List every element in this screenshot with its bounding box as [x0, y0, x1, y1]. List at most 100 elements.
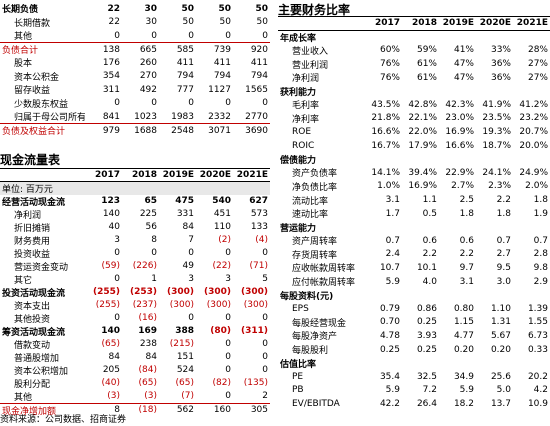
value-cell: 1.9	[533, 208, 548, 219]
row: 估值比率	[278, 356, 550, 370]
row: 营运资金变动 (59) (226) 49 (22) (71)	[0, 260, 270, 273]
value-cell: 1	[151, 274, 157, 285]
row-label: EV/EBITDA	[292, 398, 340, 409]
row-label: 财务费用	[14, 236, 51, 247]
value-cell: 2	[262, 391, 268, 402]
value-cell: 8	[151, 235, 157, 246]
value-cell: 794	[213, 71, 231, 82]
row-label: 营业收入	[292, 46, 329, 57]
value-cell: 4.78	[379, 330, 400, 341]
value-cell: 3	[114, 235, 120, 246]
value-cell: 2.9	[533, 276, 548, 287]
value-cell: 1.31	[490, 317, 511, 328]
value-cell: 41.9%	[482, 99, 511, 110]
value-cell: 1.10	[490, 303, 511, 314]
row: 年成长率	[278, 30, 550, 44]
value-cell: 160	[196, 402, 233, 417]
value-cell: 30	[145, 17, 157, 28]
row: ROIC 16.7% 17.9% 16.6% 18.7% 20.0%	[278, 139, 550, 153]
value-cell: 0	[225, 98, 231, 109]
row: 其他 (3) (3) (7) 0 2	[0, 390, 270, 404]
value-cell: 40	[108, 222, 120, 233]
row: 存货周转率 2.4 2.2 2.2 2.7 2.8	[278, 248, 550, 262]
value-cell: (255)	[92, 287, 120, 298]
row-label: ROE	[292, 127, 312, 138]
header-row: 2017 2018 2019E 2020E 2021E	[0, 168, 270, 182]
value-cell: 32.5	[416, 371, 437, 382]
source-note: 资料来源：公司数据、招商证券	[0, 415, 127, 425]
value-cell: 50	[181, 3, 194, 14]
header-cell: 2021E	[513, 16, 550, 31]
value-cell: 9.7	[459, 262, 474, 273]
header-cell: 2018	[402, 16, 439, 31]
header-cell: 2020E	[476, 16, 513, 31]
row: 每股股利 0.25 0.25 0.20 0.20 0.33	[278, 343, 550, 357]
value-cell: (300)	[166, 287, 194, 298]
value-cell: (59)	[101, 261, 120, 272]
value-cell: 42.3%	[445, 99, 474, 110]
value-cell: 777	[176, 84, 194, 95]
value-cell: (4)	[255, 235, 268, 246]
value-cell: 3.93	[416, 330, 437, 341]
row-label: 其他投资	[14, 314, 51, 325]
value-cell: 260	[139, 57, 157, 68]
value-cell: 665	[122, 42, 159, 56]
value-cell: 27%	[527, 59, 548, 70]
value-cell: 0	[114, 98, 120, 109]
value-cell: 475	[175, 196, 194, 207]
value-cell: 1.8	[459, 208, 474, 219]
value-cell: (3)	[144, 391, 157, 402]
value-cell: (237)	[132, 300, 157, 311]
value-cell: 238	[139, 339, 157, 350]
value-cell: (215)	[169, 339, 194, 350]
value-cell: 1127	[208, 84, 231, 95]
cashflow-table: 2017 2018 2019E 2020E 2021E 单位: 百万元 经营活动现金流 123…	[0, 168, 270, 417]
row-label: 资本公积金	[14, 72, 60, 83]
value-cell: 270	[139, 71, 157, 82]
value-cell: 76%	[379, 59, 400, 70]
value-cell: 22	[107, 3, 120, 14]
header-cell: 2019E	[439, 16, 476, 31]
value-cell: 0	[225, 365, 231, 376]
value-cell: 0	[151, 98, 157, 109]
value-cell: (253)	[129, 287, 157, 298]
header-cell: 2021E	[233, 168, 270, 182]
row-label: 投资活动现金流	[2, 288, 66, 299]
value-cell: 39.4%	[408, 167, 437, 178]
row: 归属于母公司所有者权益 841 1023 1983 2332 2770	[0, 110, 270, 124]
row-label: 存货周转率	[292, 250, 338, 261]
value-cell: 140	[101, 326, 120, 337]
value-cell: 0	[188, 248, 194, 259]
row-label: 长期借款	[14, 18, 51, 29]
row: 营业利润 76% 61% 47% 36% 27%	[278, 57, 550, 71]
value-cell: 18.2	[453, 398, 474, 409]
header-cell: 2020E	[196, 168, 233, 182]
row: 偿债能力	[278, 152, 550, 166]
value-cell: 794	[250, 71, 268, 82]
row-label: 经营活动现金流	[2, 197, 66, 208]
value-cell: 5.9	[385, 385, 400, 396]
value-cell: 140	[102, 209, 120, 220]
row-label: 估值比率	[280, 359, 317, 370]
row-label: 营运资金变动	[14, 262, 69, 273]
value-cell: 920	[233, 42, 270, 56]
value-cell: 33%	[490, 45, 511, 56]
value-cell: 19.3%	[482, 127, 511, 138]
value-cell: 0	[262, 313, 268, 324]
value-cell: 5	[262, 274, 268, 285]
value-cell: (71)	[249, 261, 268, 272]
value-cell: 540	[212, 196, 231, 207]
value-cell: 0	[225, 30, 231, 41]
value-cell: 0	[151, 30, 157, 41]
row: 经营活动现金流 123 65 475 540 627	[0, 195, 270, 208]
row: 普通股增加 84 84 151 0 0	[0, 351, 270, 364]
value-cell: (300)	[203, 287, 231, 298]
value-cell: (18)	[122, 402, 159, 417]
value-cell: (300)	[240, 287, 268, 298]
value-cell: 1.8	[533, 195, 548, 206]
header-cell: 2017	[85, 168, 122, 182]
value-cell: 9.5	[496, 262, 511, 273]
value-cell: 13.7	[490, 398, 511, 409]
value-cell: 2.5	[459, 195, 474, 206]
row: 现金净增加额 8 (18) 562 160 305	[0, 402, 270, 417]
